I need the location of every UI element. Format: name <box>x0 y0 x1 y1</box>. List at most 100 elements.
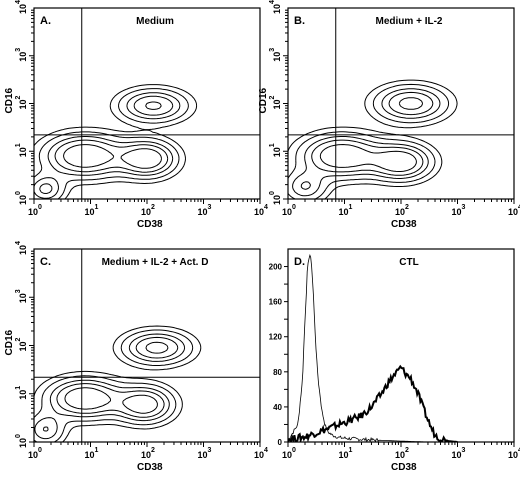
y-tick-exponent: 0 <box>269 191 276 195</box>
panel-title: Medium + IL-2 <box>376 16 443 27</box>
x-tick-exponent: 2 <box>405 204 409 211</box>
y-tick-exponent: 3 <box>269 48 276 52</box>
x-tick-label: 10 <box>508 450 518 460</box>
y-tick-label: 10 <box>18 245 28 255</box>
x-tick-label: 10 <box>282 450 292 460</box>
contour-level-2 <box>34 329 194 442</box>
y-tick-label: 10 <box>18 438 28 448</box>
contour-lines <box>288 79 458 199</box>
y-tick-label: 10 <box>18 293 28 303</box>
x-axis-label: CD38 <box>137 219 163 230</box>
y-tick-label: 10 <box>18 390 28 400</box>
x-tick-exponent: 2 <box>151 447 155 454</box>
x-tick-exponent: 4 <box>518 204 520 211</box>
y-tick-label: 10 <box>18 147 28 157</box>
y-tick-label: 10 <box>272 147 282 157</box>
x-tick-label: 10 <box>339 450 349 460</box>
y-tick-label: 0 <box>278 438 283 447</box>
y-tick-exponent: 4 <box>15 0 22 4</box>
x-tick-exponent: 1 <box>95 447 99 454</box>
histogram-series <box>288 253 458 442</box>
x-tick-label: 10 <box>339 207 349 217</box>
x-tick-label: 10 <box>254 450 264 460</box>
panel-title: Medium <box>136 16 174 27</box>
x-tick-exponent: 0 <box>38 447 42 454</box>
y-tick-label: 10 <box>18 52 28 62</box>
y-tick-group: 103 <box>15 289 28 303</box>
contour-level-1 <box>34 84 198 199</box>
x-tick-label: 10 <box>85 207 95 217</box>
y-tick-group: 102 <box>15 96 28 110</box>
y-tick-group: 100 <box>15 434 28 448</box>
plot-frame <box>287 248 515 443</box>
x-tick-label: 10 <box>254 207 264 217</box>
panel-title: Medium + IL-2 + Act. D <box>102 257 209 268</box>
y-axis-label-group: CD16 <box>258 87 269 113</box>
y-tick-label: 10 <box>18 341 28 351</box>
x-tick-label: 10 <box>452 207 462 217</box>
contour-lines <box>34 325 202 442</box>
x-tick-exponent: 0 <box>292 447 296 454</box>
x-axis-label: CD38 <box>391 219 417 230</box>
x-tick-label: 10 <box>452 450 462 460</box>
y-tick-exponent: 4 <box>15 241 22 245</box>
y-tick-exponent: 1 <box>15 143 22 147</box>
y-tick-label: 10 <box>18 195 28 205</box>
y-tick-group: 100 <box>15 191 28 205</box>
y-tick-label: 10 <box>272 99 282 109</box>
y-tick-label: 10 <box>18 4 28 14</box>
y-tick-group: 104 <box>269 0 282 14</box>
contour-level-3 <box>34 333 186 440</box>
panel-1: 10 0 10 1 10 2 10 3 10 4CD38100101102103104CD16A.… <box>4 0 268 230</box>
contour-level-3 <box>34 92 181 199</box>
panel-title: CTL <box>399 257 418 268</box>
y-tick-group: 101 <box>15 143 28 157</box>
x-tick-label: 10 <box>85 450 95 460</box>
y-tick-label: 80 <box>273 368 282 377</box>
y-tick-group: 102 <box>15 338 28 352</box>
contour-level-5 <box>63 101 162 169</box>
panel-2: 10 0 10 1 10 2 10 3 10 4CD38100101102103104CD16B.… <box>258 0 520 230</box>
y-axis-label: CD16 <box>4 87 15 113</box>
y-tick-label: 160 <box>269 298 283 307</box>
x-tick-label: 10 <box>508 207 518 217</box>
contour-level-4 <box>39 95 174 194</box>
x-tick-label: 10 <box>198 207 208 217</box>
contour-level-5 <box>319 97 424 172</box>
panel-label: C. <box>40 256 51 268</box>
y-tick-label: 10 <box>272 4 282 14</box>
y-axis-label-group: CD16 <box>4 329 15 355</box>
contour-level-1 <box>288 79 458 199</box>
panel-label: A. <box>40 15 51 27</box>
histogram-line-thin <box>288 253 428 442</box>
x-tick-exponent: 0 <box>38 204 42 211</box>
y-axis-label-group: CD16 <box>4 87 15 113</box>
panel-3: 10 0 10 1 10 2 10 3 10 4CD38100101102103104CD16C.… <box>4 241 268 473</box>
y-tick-group: 101 <box>269 143 282 157</box>
contour-level-2 <box>34 88 189 199</box>
y-tick-exponent: 1 <box>15 386 22 390</box>
x-tick-label: 10 <box>282 207 292 217</box>
y-axis-label: CD16 <box>258 87 269 113</box>
x-axis-label: CD38 <box>137 462 163 473</box>
x-tick-exponent: 4 <box>264 447 268 454</box>
y-tick-group: 102 <box>269 96 282 110</box>
y-tick-group: 103 <box>269 48 282 62</box>
y-tick-exponent: 3 <box>15 289 22 293</box>
x-tick-exponent: 0 <box>292 204 296 211</box>
x-tick-exponent: 4 <box>518 447 520 454</box>
contour-level-5 <box>64 341 169 414</box>
y-tick-group: 103 <box>15 48 28 62</box>
y-tick-group: 104 <box>15 241 28 255</box>
y-tick-label: 40 <box>273 403 282 412</box>
x-tick-label: 10 <box>28 450 38 460</box>
x-tick-exponent: 3 <box>462 447 466 454</box>
panel-label: B. <box>294 15 305 27</box>
y-tick-exponent: 2 <box>269 96 276 100</box>
y-tick-exponent: 0 <box>15 434 22 438</box>
contour-level-3 <box>292 88 441 197</box>
y-tick-group: 100 <box>269 191 282 205</box>
x-tick-label: 10 <box>395 207 405 217</box>
histogram-line-thick <box>288 364 458 442</box>
